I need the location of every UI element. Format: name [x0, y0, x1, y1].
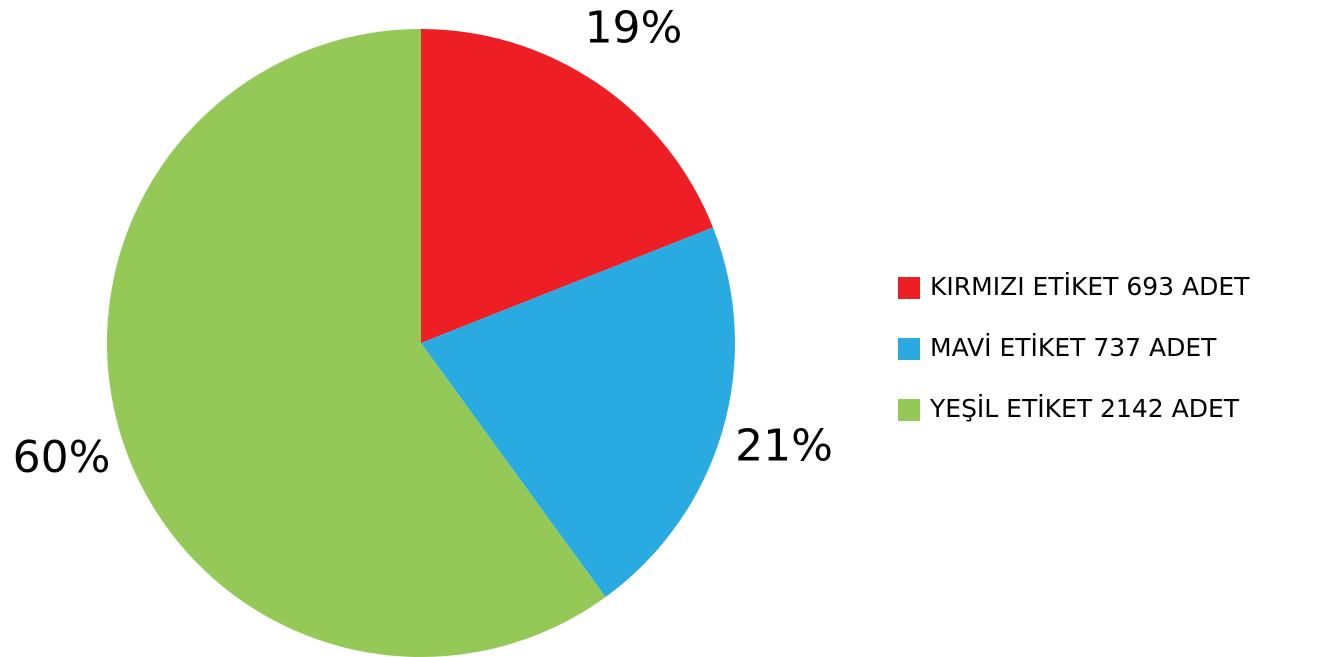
legend-label: KIRMIZI ETİKET 693 ADET — [930, 272, 1250, 301]
data-label: 19% — [585, 2, 683, 53]
pie-slice — [106, 29, 606, 657]
data-label: 21% — [735, 420, 833, 471]
legend-label: MAVİ ETİKET 737 ADET — [930, 333, 1217, 362]
pie-slice — [421, 29, 713, 343]
legend-swatch — [898, 399, 920, 421]
legend-label: YEŞİL ETİKET 2142 ADET — [929, 394, 1240, 423]
data-label: 60% — [13, 432, 111, 483]
pie-slice — [421, 227, 735, 598]
legend-swatch — [898, 338, 920, 360]
legend-swatch — [898, 277, 920, 299]
